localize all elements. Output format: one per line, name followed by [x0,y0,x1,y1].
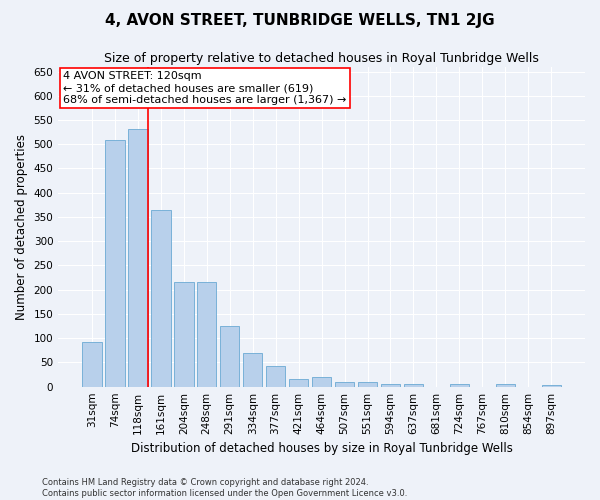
Bar [335,382,355,386]
Bar [174,282,194,387]
Y-axis label: Number of detached properties: Number of detached properties [15,134,28,320]
Bar [82,342,101,386]
Bar [128,128,148,386]
Bar [220,326,239,386]
Bar [496,384,515,386]
Text: 4, AVON STREET, TUNBRIDGE WELLS, TN1 2JG: 4, AVON STREET, TUNBRIDGE WELLS, TN1 2JG [105,12,495,28]
Bar [197,282,217,387]
Text: 4 AVON STREET: 120sqm
← 31% of detached houses are smaller (619)
68% of semi-det: 4 AVON STREET: 120sqm ← 31% of detached … [64,72,347,104]
Bar [404,384,423,386]
Bar [449,384,469,386]
X-axis label: Distribution of detached houses by size in Royal Tunbridge Wells: Distribution of detached houses by size … [131,442,512,455]
Bar [542,385,561,386]
Bar [151,210,170,386]
Bar [243,352,262,386]
Bar [358,382,377,386]
Bar [105,140,125,386]
Bar [266,366,286,386]
Bar [289,380,308,386]
Bar [381,384,400,386]
Bar [312,378,331,386]
Text: Contains HM Land Registry data © Crown copyright and database right 2024.
Contai: Contains HM Land Registry data © Crown c… [42,478,407,498]
Title: Size of property relative to detached houses in Royal Tunbridge Wells: Size of property relative to detached ho… [104,52,539,66]
